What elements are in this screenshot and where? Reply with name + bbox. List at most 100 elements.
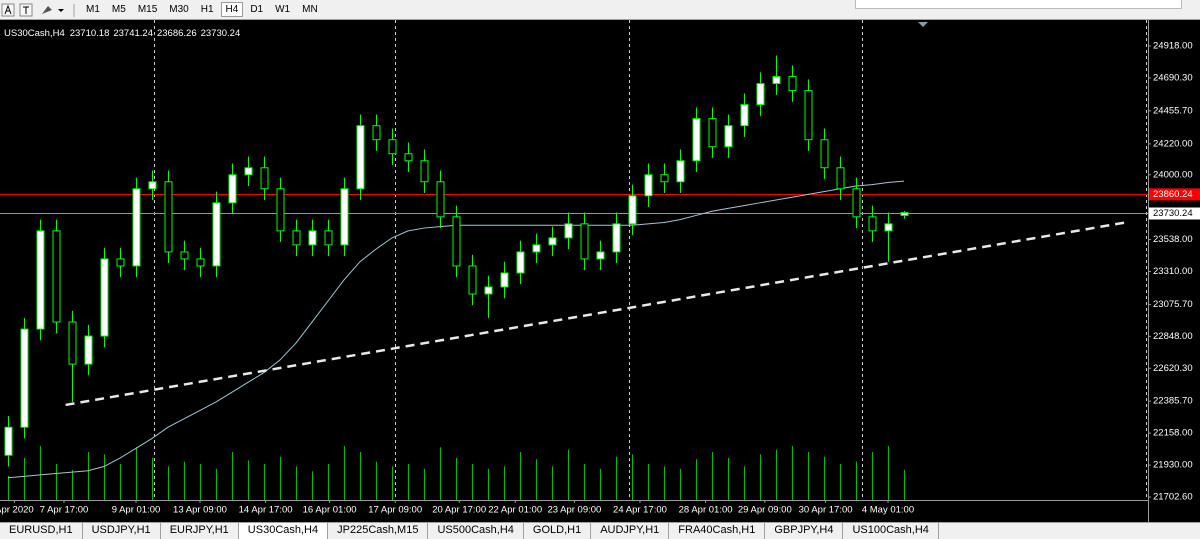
candle-body [180,251,189,260]
x-tick-label: 20 Apr 17:00 [432,505,486,516]
candle-body [260,167,269,190]
candle-body [308,230,317,246]
candle-body [644,174,653,197]
current-price-label: 23730.24 [1153,208,1193,219]
chart-tab[interactable]: US30Cash,H4 [238,523,329,539]
candle-body [836,167,845,190]
y-tick-label: 24220.00 [1153,138,1193,149]
candle-body [148,181,157,190]
price-line-label: 23860.24 [1153,189,1193,200]
candle-body [484,286,493,295]
candle-body [740,104,749,127]
shift-marker [918,22,928,27]
x-tick-label: 23 Apr 09:00 [547,505,601,516]
x-tick-label: 30 Apr 17:00 [799,505,853,516]
timeframe-button[interactable]: W1 [275,4,291,15]
candle-body [436,181,445,218]
timeframe-group: M1 M5 M15 M30 H1 H4 D1 W1 MN [80,2,324,17]
timeframe-button[interactable]: D1 [250,4,264,15]
x-tick-label: 4 May 01:00 [862,505,914,516]
y-tick-label: 21930.00 [1153,460,1193,471]
candle-body [324,230,333,246]
x-tick-label: 24 Apr 17:00 [613,505,667,516]
chart-tab[interactable]: EURUSD,H1 [0,523,83,539]
candle-body [820,139,829,169]
candle-body [852,188,861,218]
timeframe-button[interactable]: H4 [220,2,244,17]
chart-tab[interactable]: AUDJPY,H1 [591,523,670,539]
timeframe-button[interactable]: MN [302,4,318,15]
timeframe-button[interactable]: M5 [111,4,126,15]
header-low: 23686.26 [157,28,197,39]
chart-background [0,20,1200,522]
chart-tab[interactable]: GBPJPY,H4 [765,523,844,539]
label-tool-glyph [23,6,29,14]
candle-body [356,125,365,190]
y-tick-label: 21702.60 [1153,492,1193,503]
y-tick-label: 22158.00 [1153,428,1193,439]
side-panel [855,0,1182,9]
price-line-label-box [1149,188,1200,201]
y-tick-label: 23538.00 [1153,234,1193,245]
y-tick-label: 24918.00 [1153,41,1193,52]
x-tick-label: 14 Apr 17:00 [239,505,293,516]
candle-body [4,426,13,456]
candle-body [596,251,605,260]
candle-body [724,125,733,148]
candle-body [500,272,509,288]
x-tick-label: 13 Apr 09:00 [173,505,227,516]
y-tick-label: 22848.00 [1153,331,1193,342]
candle-body [292,230,301,246]
candle-body [612,223,621,253]
header-high: 23741.24 [113,28,153,39]
candle-body [900,212,909,216]
x-tick-label: 22 Apr 01:00 [488,505,542,516]
candle-body [788,76,797,92]
candle-body [628,195,637,225]
candle-body [196,258,205,267]
candle-body [20,328,29,428]
candle-body [804,90,813,141]
timeframe-button[interactable]: M1 [86,4,100,15]
timeframe-button[interactable]: H1 [200,4,214,15]
chart-tab[interactable]: JP225Cash,M15 [328,523,429,539]
y-tick-label: 23310.00 [1153,266,1193,277]
y-tick-label: 22620.30 [1153,363,1193,374]
candle-body [452,216,461,267]
candle-body [388,139,397,155]
candle-body [676,160,685,183]
candle-body [52,230,61,323]
candle-body [84,335,93,365]
timeframe-button[interactable]: M30 [169,4,189,15]
candle-body [772,76,781,85]
candle-body [340,188,349,246]
chart-tabs: EURUSD,H1 USDJPY,H1 EURJPY,H1 US30Cash,H4 JP… [0,522,1200,539]
candle-body [516,251,525,274]
chart-tab[interactable]: US100Cash,H4 [843,523,939,539]
chart-tab[interactable]: USDJPY,H1 [83,523,161,539]
x-tick-label: 29 Apr 09:00 [738,505,792,516]
candle-body [548,237,557,246]
candle-body [132,188,141,267]
candle-body [580,223,589,260]
y-tick-label: 24690.30 [1153,72,1193,83]
symbol: US30Cash,H4 [4,28,65,39]
x-tick-label: 7 Apr 17:00 [40,505,89,516]
chart-tab[interactable]: EURJPY,H1 [161,523,239,539]
y-tick-label: 24000.00 [1153,169,1193,180]
x-tick-label: Apr 2020 [0,505,34,516]
candle-body [708,118,717,148]
timeframe-button[interactable]: M15 [137,4,158,15]
candle-body [212,202,221,267]
chart-tab[interactable]: GOLD,H1 [524,523,592,539]
dropdown-arrow[interactable] [58,8,64,12]
chart-tab[interactable]: FRA40Cash,H1 [669,523,766,539]
candle-body [692,118,701,162]
candle-body [100,258,109,337]
chart-tab[interactable]: US500Cash,H4 [428,523,524,539]
arrow-tool-icon[interactable] [42,5,52,14]
candle-body [68,321,77,365]
y-tick-label: 24455.70 [1153,105,1193,116]
